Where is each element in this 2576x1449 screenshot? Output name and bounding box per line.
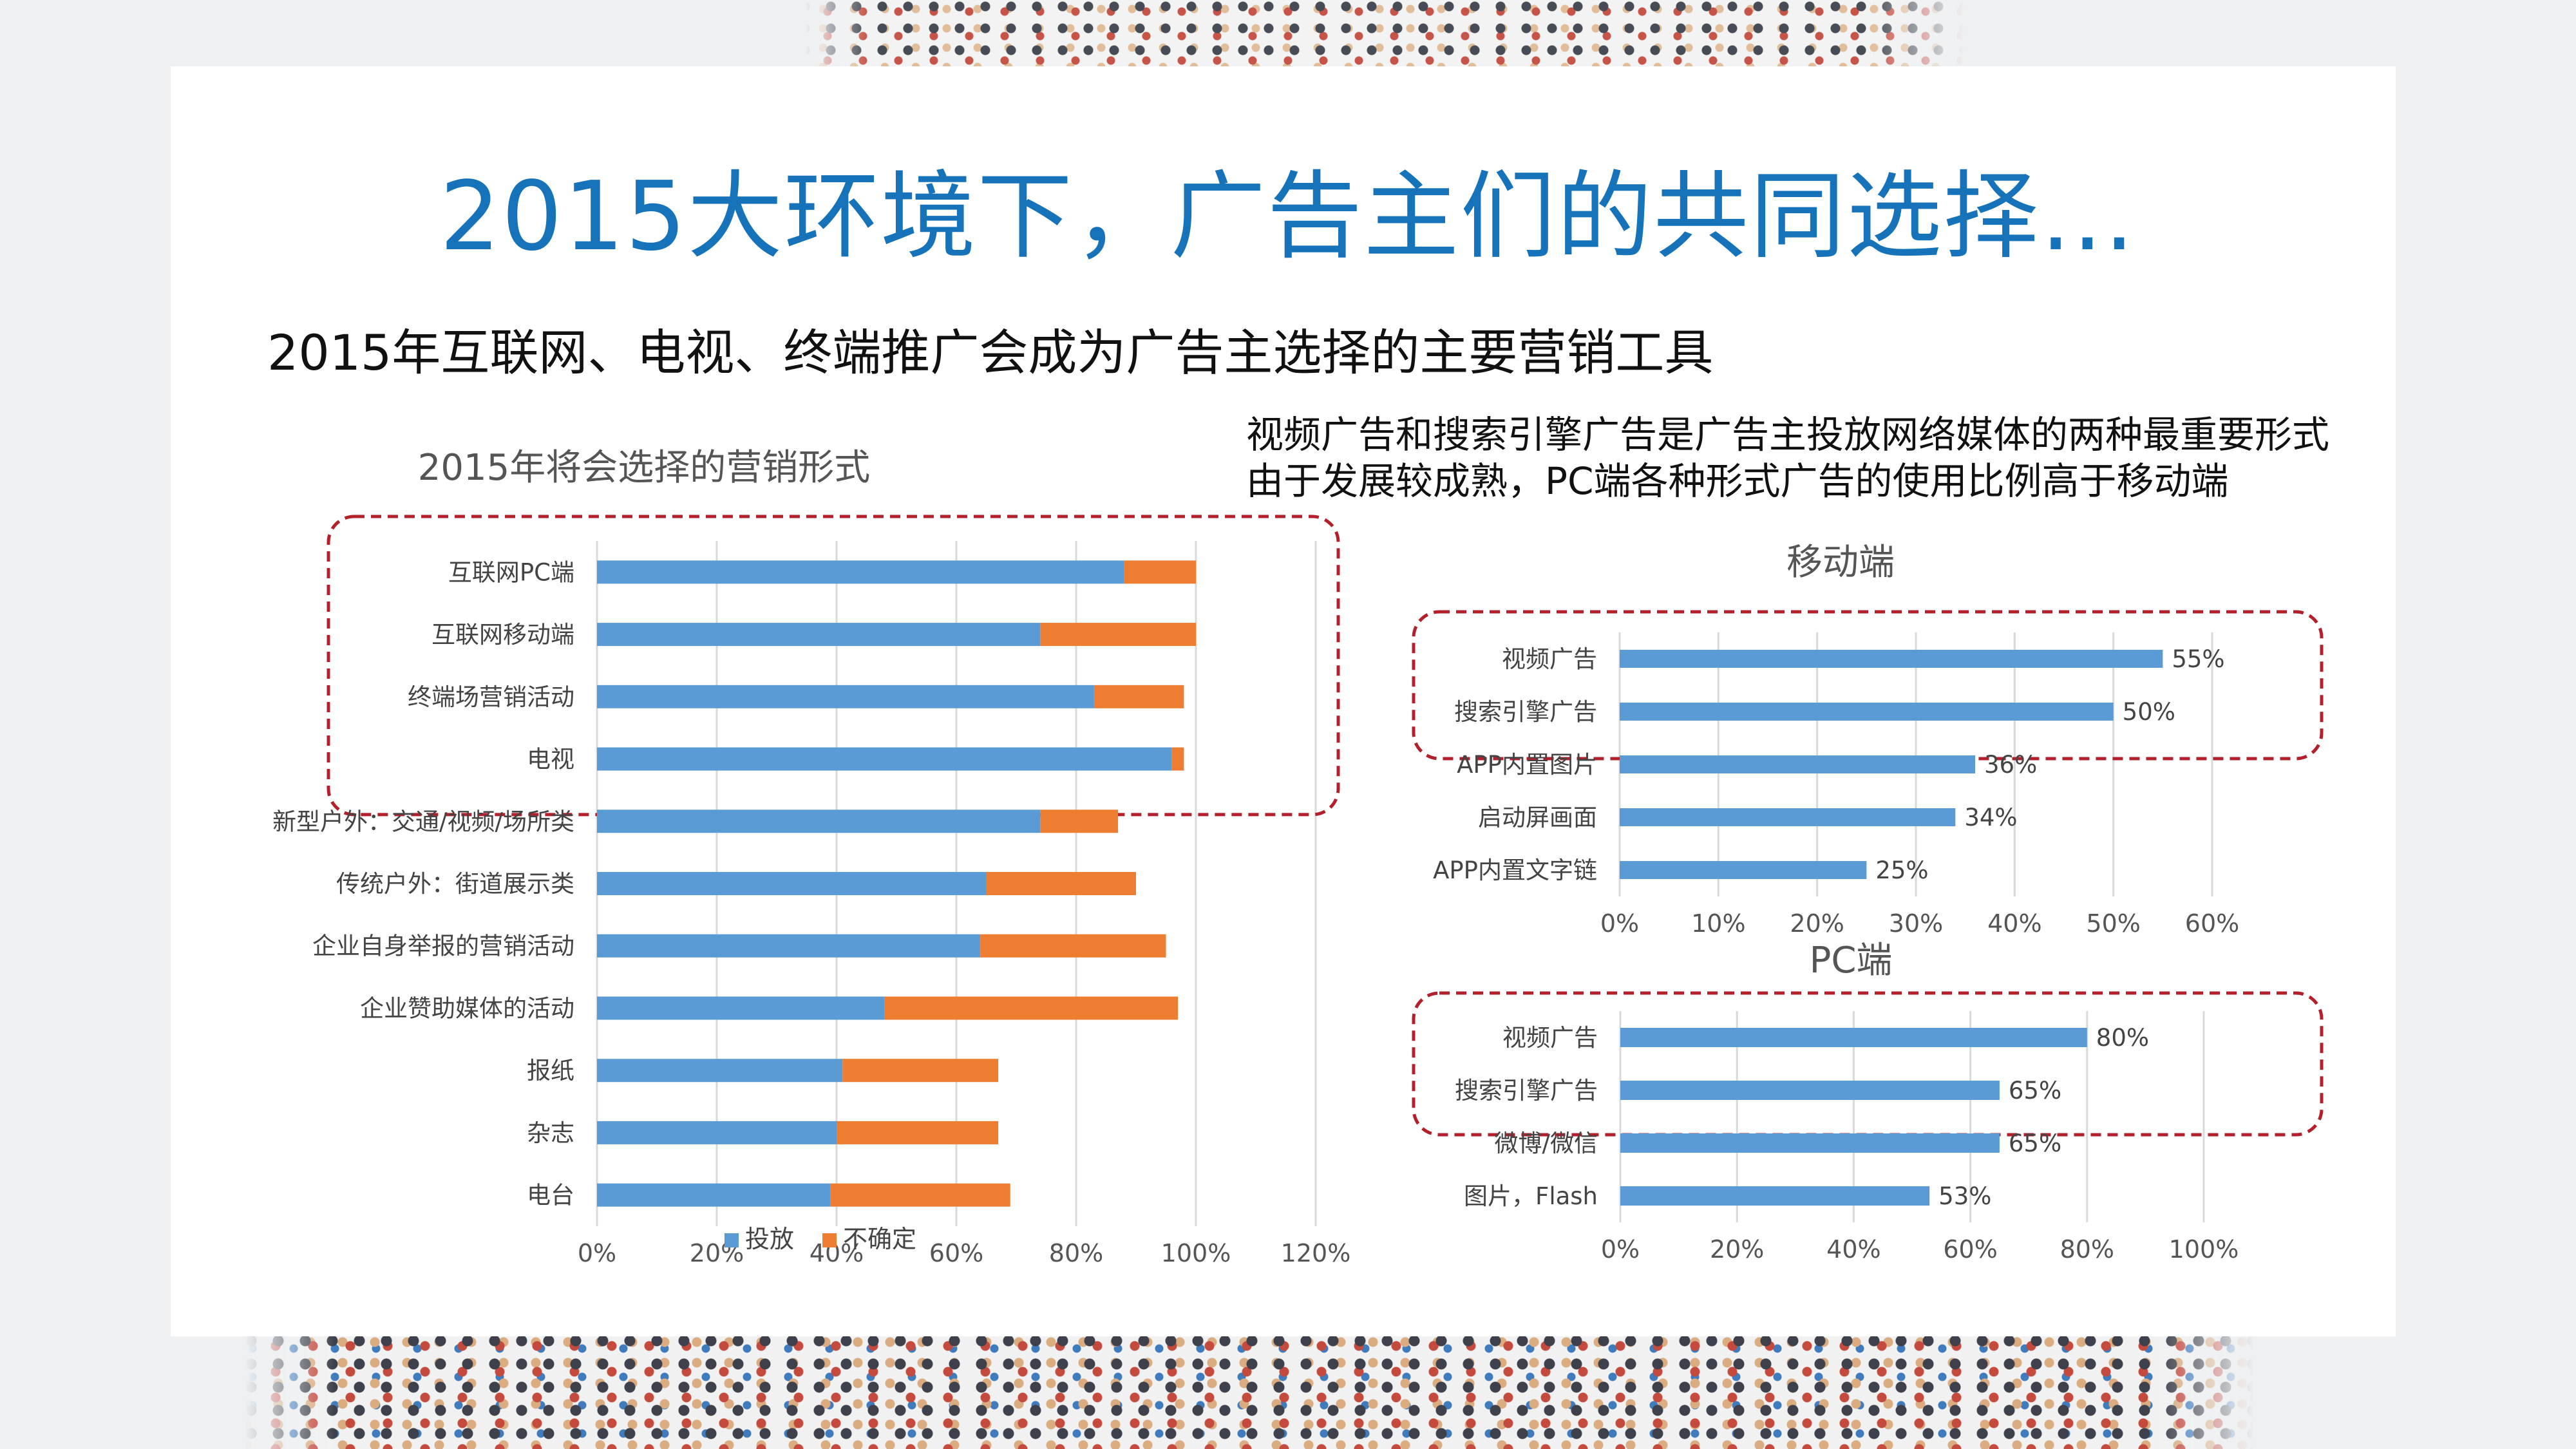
bar-segment-投放 [597, 560, 1124, 584]
category-label: 搜索引擎广告 [1454, 698, 1597, 726]
bar-segment-投放 [597, 623, 1041, 647]
crowd-background-bottom [0, 1333, 2576, 1449]
category-label: 企业赞助媒体的活动 [360, 994, 574, 1022]
bar [1620, 861, 1867, 879]
bar-segment-不确定 [986, 872, 1136, 895]
category-label: 传统户外：街道展示类 [336, 870, 574, 898]
insight-note-2: 由于发展较成熟，PC端各种形式广告的使用比例高于移动端 [1246, 459, 2229, 503]
legend-label: 不确定 [843, 1225, 916, 1253]
bar-segment-投放 [597, 810, 1041, 833]
bar-segment-不确定 [1094, 685, 1184, 708]
legend-label: 投放 [745, 1225, 794, 1253]
bar-segment-不确定 [884, 996, 1179, 1020]
x-tick-label: 60% [1943, 1235, 1997, 1264]
data-label: 50% [2123, 698, 2175, 726]
category-label: 启动屏画面 [1478, 804, 1597, 831]
bar-segment-投放 [597, 1183, 831, 1207]
data-label: 25% [1875, 857, 1928, 884]
category-label: 报纸 [527, 1057, 574, 1084]
data-label: 36% [1984, 751, 2037, 779]
x-tick-label: 60% [2185, 909, 2239, 938]
chart-mobile: 移动端 0% 10% 20% 30% 40% 50% 60% 视频广告 55% 搜索引擎广告 50% A… [1412, 542, 2324, 938]
highlight-box [1412, 991, 2324, 1137]
bar-segment-投放 [597, 1059, 843, 1083]
bar [1620, 650, 2163, 668]
legend-swatch [822, 1233, 837, 1247]
data-label: 53% [1938, 1182, 1991, 1210]
category-label: 电视 [527, 746, 574, 773]
bar-segment-不确定 [837, 1121, 999, 1144]
x-tick-label: 40% [1826, 1235, 1880, 1264]
category-label: 终端场营销活动 [408, 683, 574, 711]
slide-subtitle: 2015年互联网、电视、终端推广会成为广告主选择的主要营销工具 [267, 324, 1714, 381]
x-tick-label: 20% [1710, 1235, 1764, 1264]
category-label: 搜索引擎广告 [1455, 1077, 1598, 1104]
highlight-box [1412, 610, 2324, 761]
bar [1620, 1133, 2000, 1153]
bar-segment-不确定 [1171, 747, 1184, 771]
category-label: 视频广告 [1502, 1024, 1598, 1052]
data-label: 65% [2009, 1077, 2061, 1104]
bar [1620, 1186, 1930, 1206]
bar [1620, 755, 1975, 773]
bar [1620, 1081, 2000, 1100]
chart-title: PC端 [1810, 940, 1893, 981]
bar-segment-投放 [597, 934, 981, 958]
bar [1620, 808, 1956, 826]
x-tick-label: 100% [1161, 1239, 1231, 1267]
bar-segment-不确定 [830, 1183, 1010, 1207]
x-tick-label: 100% [2169, 1235, 2239, 1264]
bar-segment-不确定 [980, 934, 1166, 958]
category-label: 视频广告 [1502, 645, 1597, 673]
bar-segment-投放 [597, 747, 1172, 771]
x-tick-label: 0% [578, 1239, 616, 1267]
x-tick-label: 40% [1987, 909, 2041, 938]
x-tick-label: 60% [929, 1239, 983, 1267]
data-label: 65% [2009, 1130, 2061, 1157]
bar-segment-投放 [597, 996, 885, 1020]
data-label: 55% [2172, 645, 2224, 673]
bar-segment-不确定 [1040, 810, 1119, 833]
legend-swatch [724, 1233, 739, 1247]
insight-note-1: 视频广告和搜索引擎广告是广告主投放网络媒体的两种最重要形式 [1246, 413, 2330, 457]
category-label: 电台 [527, 1182, 574, 1209]
bar-segment-不确定 [1040, 623, 1196, 647]
x-tick-label: 50% [2086, 909, 2140, 938]
category-label: 微博/微信 [1495, 1130, 1598, 1157]
category-label: 图片，Flash [1464, 1182, 1598, 1210]
bar-segment-投放 [597, 1121, 837, 1144]
x-tick-label: 30% [1889, 909, 1943, 938]
category-label: APP内置文字链 [1433, 857, 1597, 884]
bar-segment-投放 [597, 872, 987, 895]
category-label: 杂志 [527, 1119, 574, 1147]
chart-pc: PC端 0% 20% 40% 60% 80% 100% 视频广告 80% 搜索引擎广告 65% 微博/… [1412, 940, 2324, 1264]
data-label: 80% [2096, 1024, 2149, 1052]
x-tick-label: 120% [1281, 1239, 1351, 1267]
x-tick-label: 80% [2060, 1235, 2114, 1264]
category-label: 互联网PC端 [448, 558, 574, 586]
chart-title: 移动端 [1786, 542, 1895, 583]
category-label: 企业自身举报的营销活动 [312, 933, 574, 960]
bar [1620, 703, 2114, 721]
chart-title: 2015年将会选择的营销形式 [418, 447, 871, 489]
x-tick-label: 10% [1691, 909, 1745, 938]
slide-title: 2015大环境下，广告主们的共同选择… [439, 161, 2137, 272]
x-tick-label: 20% [1790, 909, 1844, 938]
data-label: 34% [1964, 804, 2017, 831]
bar-segment-投放 [597, 685, 1094, 708]
bar-segment-不确定 [842, 1059, 999, 1083]
category-label: 新型户外：交通/视频/场所类 [272, 808, 574, 835]
bar-segment-不确定 [1124, 560, 1196, 584]
content-card [171, 66, 2396, 1336]
bar [1620, 1028, 2087, 1047]
x-tick-label: 0% [1601, 1235, 1640, 1264]
category-label: APP内置图片 [1457, 751, 1597, 779]
category-label: 互联网移动端 [431, 621, 574, 649]
x-tick-label: 0% [1600, 909, 1639, 938]
crowd-background-top [0, 0, 2576, 71]
x-tick-label: 80% [1049, 1239, 1103, 1267]
